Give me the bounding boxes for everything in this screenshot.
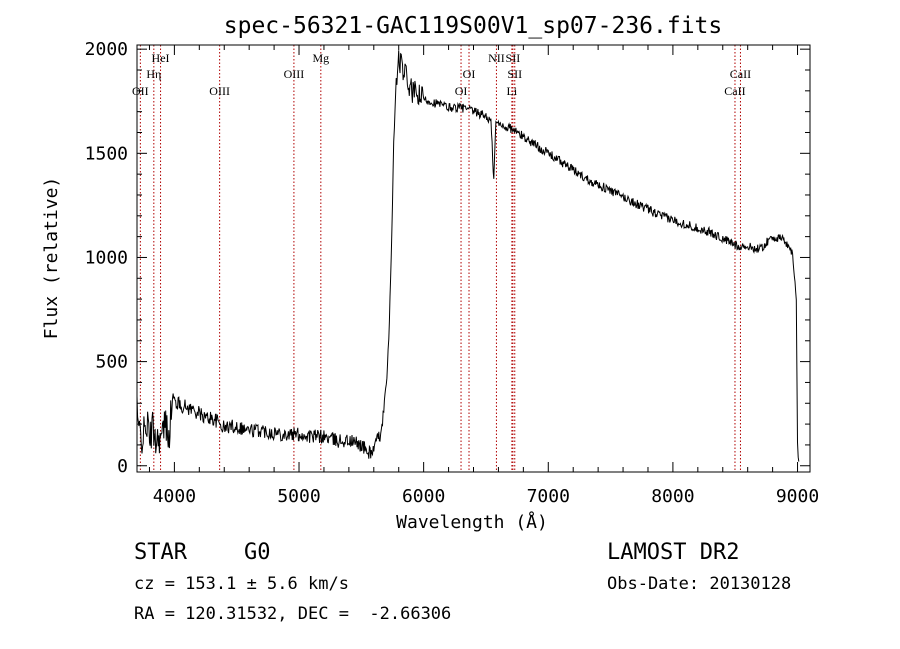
- x-tick-label-9000: 9000: [776, 486, 819, 507]
- marker-label-3: OIII: [209, 84, 230, 98]
- x-tick-label-6000: 6000: [402, 486, 445, 507]
- marker-label-2: HeI: [152, 51, 170, 65]
- y-tick-label-0: 0: [117, 456, 128, 477]
- marker-label-8: NII: [488, 51, 505, 65]
- object-class: STAR: [134, 540, 187, 565]
- x-tick-label-4000: 4000: [153, 486, 196, 507]
- x-tick-label-7000: 7000: [527, 486, 570, 507]
- marker-label-12: CaII: [724, 84, 745, 98]
- observation-date: Obs-Date: 20130128: [607, 574, 792, 594]
- spectrum-chart: spec-56321-GAC119S00V1_sp07-236.fits OII…: [41, 13, 819, 533]
- marker-label-7: OI: [463, 67, 476, 81]
- y-tick-label-500: 500: [95, 352, 128, 373]
- plot-frame: [136, 44, 811, 473]
- marker-label-9: SII: [506, 51, 521, 65]
- flux-series-line: [136, 50, 800, 462]
- x-tick-label-8000: 8000: [651, 486, 694, 507]
- marker-label-13: CaII: [730, 67, 751, 81]
- y-axis-ticks: 0 500 1000 1500 2000: [85, 39, 810, 477]
- redshift-cz: cz = 153.1 ± 5.6 km/s: [134, 574, 349, 594]
- y-axis-label: Flux (relative): [41, 177, 62, 340]
- y-tick-label-2000: 2000: [85, 39, 128, 60]
- marker-label-10: SII: [507, 67, 522, 81]
- y-tick-label-1000: 1000: [85, 247, 128, 268]
- marker-label-6: OI: [455, 84, 468, 98]
- marker-label-11: Li: [507, 84, 518, 98]
- spectral-line-markers: [139, 45, 741, 472]
- sky-coordinates: RA = 120.31532, DEC = -2.66306: [134, 604, 452, 624]
- x-axis-ticks: 4000 5000 6000 7000 8000 9000: [148, 45, 819, 507]
- survey-name: LAMOST DR2: [607, 540, 740, 565]
- marker-label-4: OIII: [284, 67, 305, 81]
- y-tick-label-1500: 1500: [85, 143, 128, 164]
- object-subclass: G0: [244, 540, 271, 565]
- chart-title: spec-56321-GAC119S00V1_sp07-236.fits: [224, 13, 723, 39]
- marker-label-5: Mg: [312, 51, 329, 65]
- x-tick-label-5000: 5000: [277, 486, 320, 507]
- x-axis-label: Wavelength (Å): [396, 511, 548, 533]
- marker-label-1: Hη: [146, 67, 161, 81]
